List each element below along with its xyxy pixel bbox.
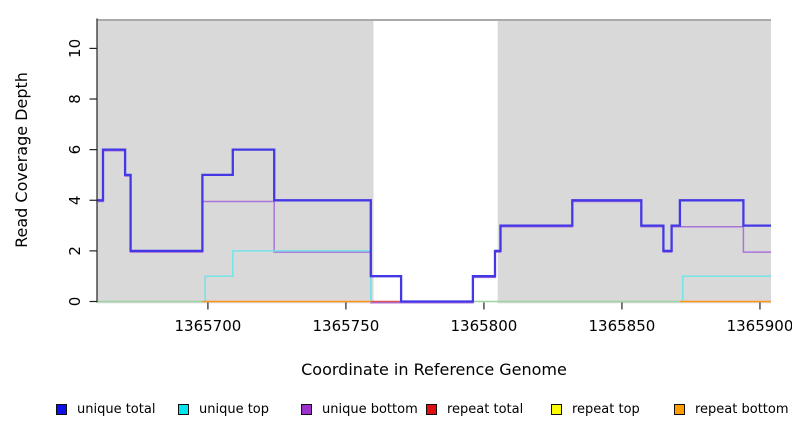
y-tick-label: 8 — [66, 94, 84, 104]
x-tick-label: 1365850 — [588, 317, 655, 335]
y-tick-label: 2 — [66, 246, 84, 256]
x-tick-label: 1365900 — [727, 317, 792, 335]
y-tick-label: 10 — [66, 39, 84, 58]
y-tick-label: 4 — [66, 196, 84, 206]
background-regions — [97, 19, 771, 304]
series-line-unique-total — [97, 148, 771, 303]
coverage-step-lines — [97, 148, 771, 304]
y-axis-label: Read Coverage Depth — [12, 72, 31, 248]
shaded-region-1 — [497, 21, 771, 304]
y-tick-label: 0 — [66, 297, 84, 307]
x-tick-label: 1365800 — [450, 317, 517, 335]
axes: 0 2 4 6 8 10 1365700 1365750 1365800 1365850 13659… — [66, 18, 792, 335]
y-tick-label: 6 — [66, 145, 84, 155]
x-tick-label: 1365700 — [174, 317, 241, 335]
shaded-region-0 — [97, 21, 374, 304]
x-axis-label: Coordinate in Reference Genome — [301, 360, 567, 379]
x-tick-label: 1365750 — [312, 317, 379, 335]
